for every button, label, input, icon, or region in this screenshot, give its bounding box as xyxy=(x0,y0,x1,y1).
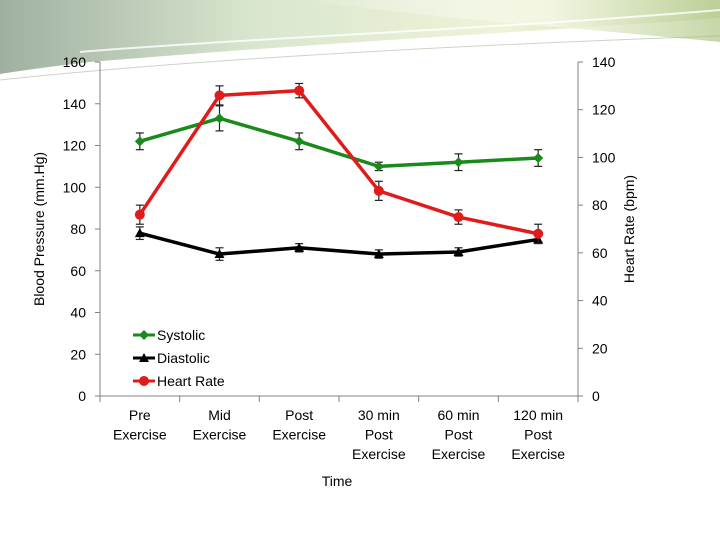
x-tick-label: 30 min Post Exercise xyxy=(352,407,406,462)
y-right-tick-label: 100 xyxy=(592,149,616,165)
x-axis-title: Time xyxy=(322,473,353,489)
data-point xyxy=(294,136,305,147)
y-left-tick-label: 120 xyxy=(63,138,87,154)
x-tick-label-line: 30 min xyxy=(358,407,400,423)
data-point xyxy=(453,212,464,223)
data-point xyxy=(134,136,145,147)
y-axis-right-title: Heart Rate (bpm) xyxy=(621,175,637,283)
chart-series xyxy=(134,82,544,261)
y-axis-left-title: Blood Pressure (mm.Hg) xyxy=(31,152,47,306)
x-tick-label-line: Post xyxy=(444,427,472,443)
x-tick-label-line: Post xyxy=(365,427,393,443)
x-tick-label-line: Exercise xyxy=(272,427,326,443)
legend-item-heart-rate: Heart Rate xyxy=(133,373,225,389)
data-point xyxy=(533,228,544,239)
x-tick-label-line: Mid xyxy=(208,407,231,423)
data-point xyxy=(373,185,384,196)
legend-label: Heart Rate xyxy=(157,373,225,389)
x-tick-label: Pre Exercise xyxy=(113,407,167,443)
x-tick-label-line: Exercise xyxy=(432,446,486,462)
y-right-tick-label: 20 xyxy=(592,340,608,356)
legend-item-systolic: Systolic xyxy=(133,327,205,343)
data-point xyxy=(214,249,225,259)
y-left-tick-label: 160 xyxy=(63,54,87,70)
x-tick-label: 120 min Post Exercise xyxy=(511,407,565,462)
data-point xyxy=(453,246,464,256)
data-point xyxy=(214,113,225,124)
series-heart-rate xyxy=(134,82,544,244)
y-right-tick-label: 140 xyxy=(592,54,616,70)
y-right-tick-label: 80 xyxy=(592,197,608,213)
x-tick-label-line: Exercise xyxy=(193,427,247,443)
y-left-tick-label: 140 xyxy=(63,96,87,112)
y-right-tick-label: 120 xyxy=(592,102,616,118)
y-right-tick-label: 60 xyxy=(592,245,608,261)
chart-axes: 0 20 40 60 80 100 120 140 160 0 20 40 60 80 100 120 140 P… xyxy=(63,54,616,462)
legend-item-diastolic: Diastolic xyxy=(133,350,210,366)
data-point xyxy=(214,90,225,101)
legend-label: Diastolic xyxy=(157,350,210,366)
x-tick-label-line: 120 min xyxy=(513,407,563,423)
data-point xyxy=(134,228,145,238)
legend-marker xyxy=(139,376,149,386)
x-tick-label: 60 min Post Exercise xyxy=(432,407,486,462)
y-left-tick-label: 60 xyxy=(70,263,86,279)
y-left-tick-label: 0 xyxy=(78,388,86,404)
x-tick-label-line: Post xyxy=(524,427,552,443)
x-tick-label: Mid Exercise xyxy=(193,407,247,443)
y-left-tick-label: 40 xyxy=(70,305,86,321)
series-line xyxy=(139,116,539,169)
series-systolic xyxy=(134,105,544,172)
x-tick-label-line: Post xyxy=(285,407,313,423)
legend-marker xyxy=(139,353,149,362)
data-point xyxy=(294,85,305,96)
legend-label: Systolic xyxy=(157,327,205,343)
y-left-tick-label: 100 xyxy=(63,179,87,195)
x-tick-label-line: Exercise xyxy=(511,446,565,462)
x-tick-label-line: Exercise xyxy=(352,446,406,462)
series-line xyxy=(139,231,539,256)
data-point xyxy=(373,161,384,172)
y-right-tick-label: 0 xyxy=(592,388,600,404)
x-tick-label-line: Pre xyxy=(129,407,151,423)
data-point xyxy=(294,242,305,252)
data-point xyxy=(134,209,145,220)
chart-legend: Systolic Diastolic Heart Rate xyxy=(133,327,225,389)
series-line xyxy=(138,88,539,236)
series-diastolic xyxy=(134,226,544,261)
legend-marker xyxy=(139,330,149,340)
x-tick-label-line: Exercise xyxy=(113,427,167,443)
x-tick-label: Post Exercise xyxy=(272,407,326,443)
data-point xyxy=(373,249,384,259)
y-left-tick-label: 20 xyxy=(70,346,86,362)
data-point xyxy=(533,153,544,164)
x-tick-label-line: 60 min xyxy=(437,407,479,423)
y-right-tick-label: 40 xyxy=(592,293,608,309)
slide-header-decoration xyxy=(0,0,720,81)
data-point xyxy=(453,157,464,168)
y-left-tick-label: 80 xyxy=(70,221,86,237)
